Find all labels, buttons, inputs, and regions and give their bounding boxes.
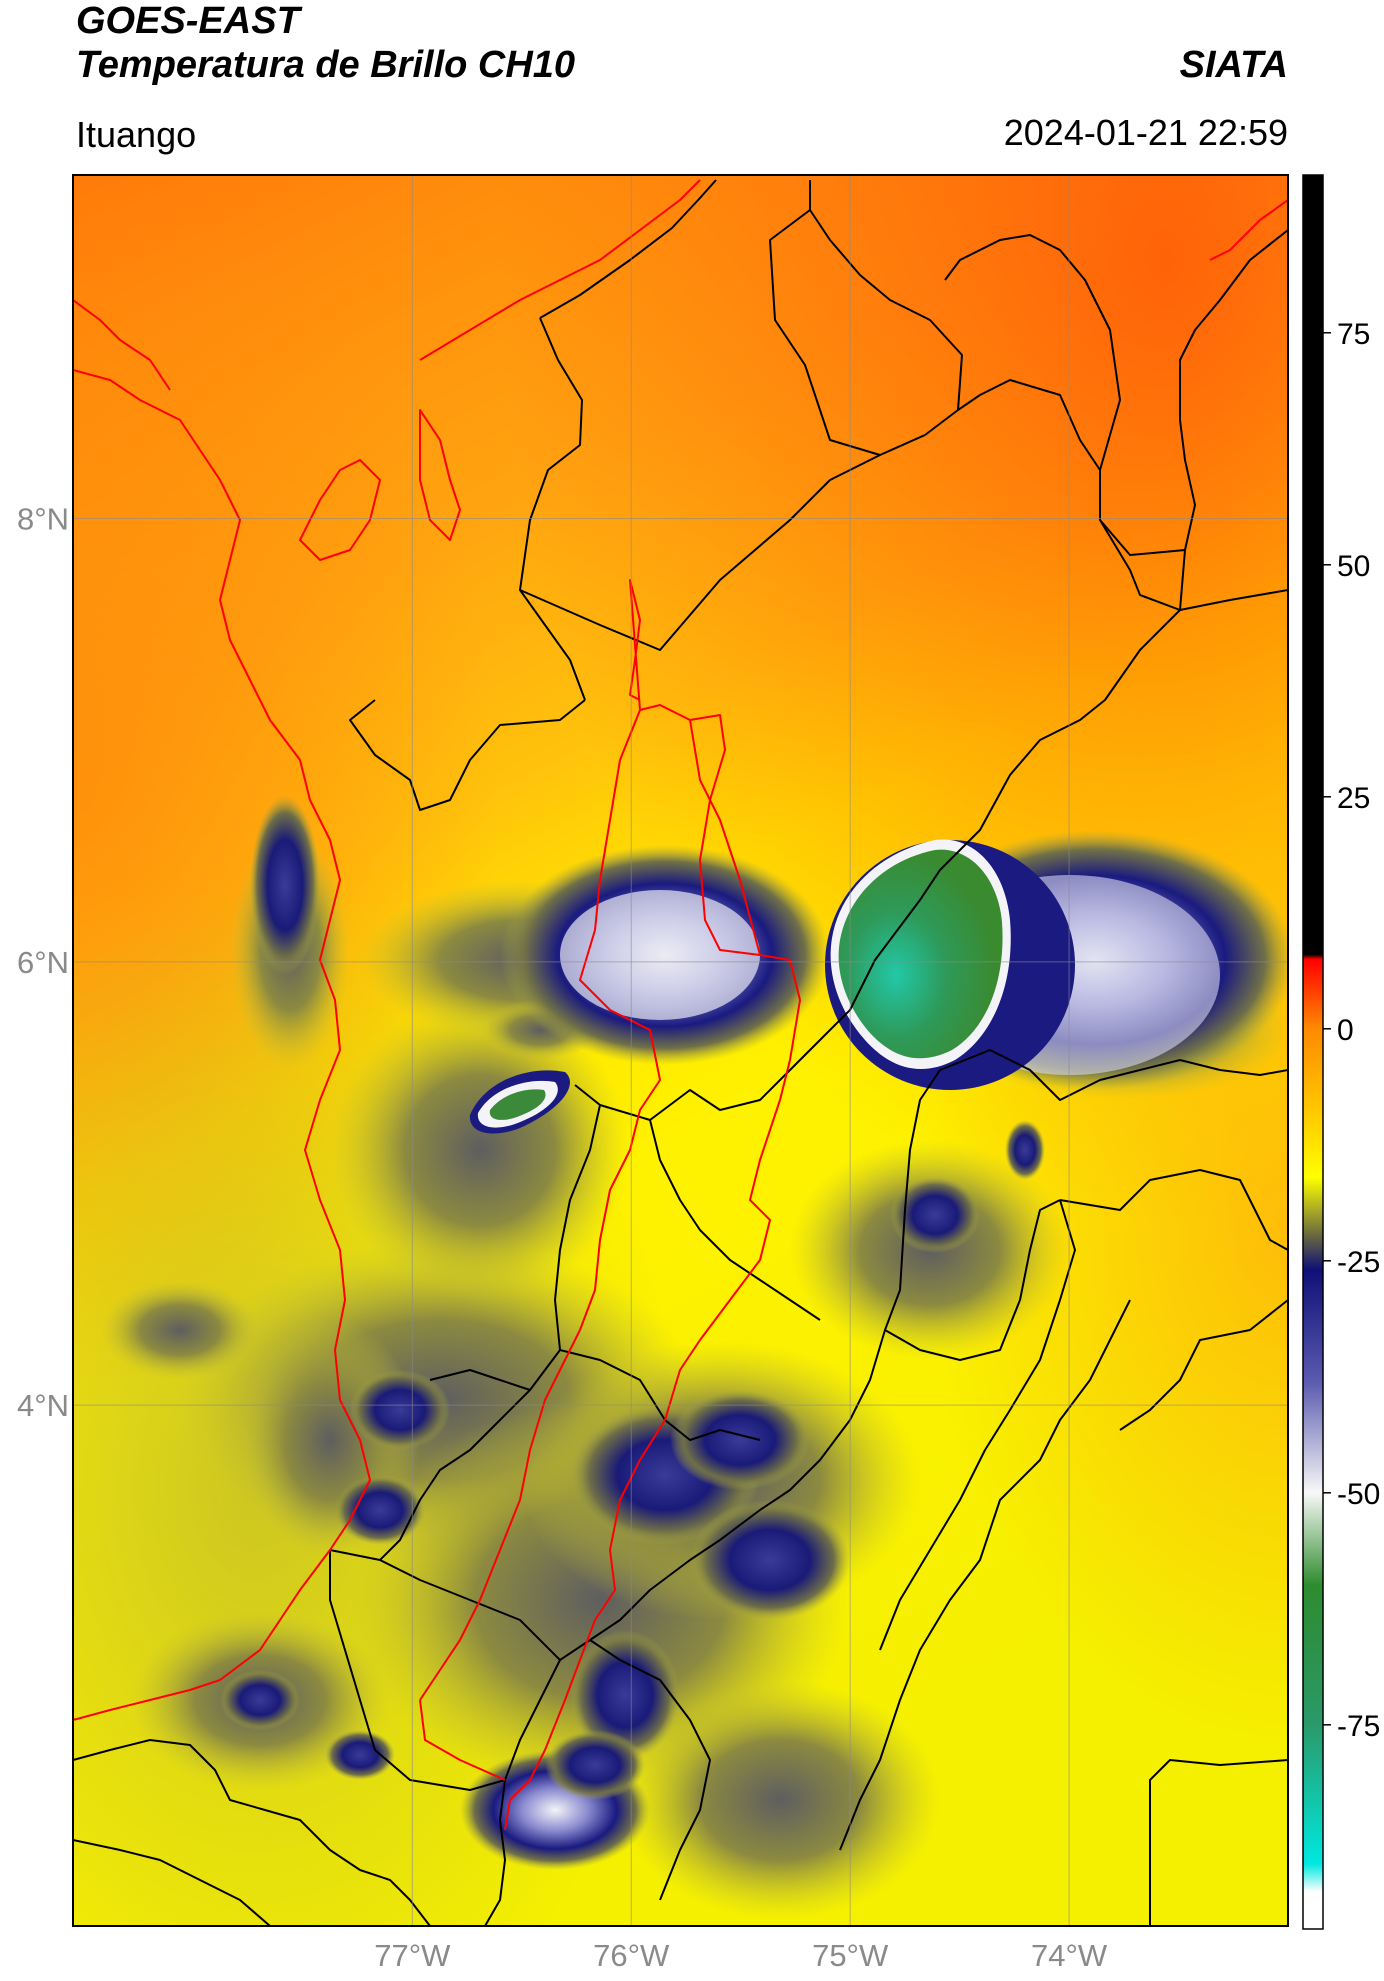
colorbar-tick-label: -75: [1337, 1710, 1380, 1743]
lon-tick-label: 77°W: [374, 1938, 451, 1973]
colorbar-tick-label: 25: [1337, 782, 1370, 815]
lon-tick-label: 74°W: [1031, 1938, 1108, 1973]
lat-tick-label: 6°N: [17, 945, 69, 980]
lon-tick-label: 76°W: [593, 1938, 670, 1973]
product-title: Temperatura de Brillo CH10: [76, 44, 576, 86]
region-boundary-red: [73, 179, 1288, 1831]
cold-cloud-patches: [220, 795, 1045, 1870]
colorbar-tick-label: 0: [1337, 1014, 1354, 1047]
longitude-ticks: 77°W 76°W 75°W 74°W: [374, 1938, 1108, 1973]
colorbar: 75 50 25 0 -25 -50 -75: [1302, 174, 1380, 1930]
lat-tick-label: 8°N: [17, 502, 69, 537]
brightness-temperature-field: [73, 175, 1288, 1926]
map-frame: [72, 174, 1289, 1927]
lon-tick-label: 75°W: [812, 1938, 889, 1973]
colorbar-tick-label: 75: [1337, 318, 1370, 351]
colorbar-tick-label: 50: [1337, 550, 1370, 583]
colorbar-tick-label: -50: [1337, 1478, 1380, 1511]
colorbar-tick-label: -25: [1337, 1246, 1380, 1279]
boundaries: [73, 179, 1288, 1926]
gridlines: [73, 175, 1288, 1926]
colorbar-ticks: 75 50 25 0 -25 -50 -75: [1323, 318, 1380, 1743]
convective-system-east: [825, 830, 1288, 1090]
department-boundaries: [73, 179, 1288, 1926]
org-label: SIATA: [1179, 44, 1288, 86]
datetime-label: 2024-01-21 22:59: [1003, 112, 1288, 153]
lat-tick-label: 4°N: [17, 1388, 69, 1423]
convective-system-west: [469, 845, 830, 1134]
latitude-ticks: 8°N 6°N 4°N: [17, 502, 69, 1424]
colorbar-scale: [1302, 174, 1324, 1930]
satellite-title: GOES-EAST: [76, 0, 300, 42]
region-label: Ituango: [76, 114, 197, 155]
